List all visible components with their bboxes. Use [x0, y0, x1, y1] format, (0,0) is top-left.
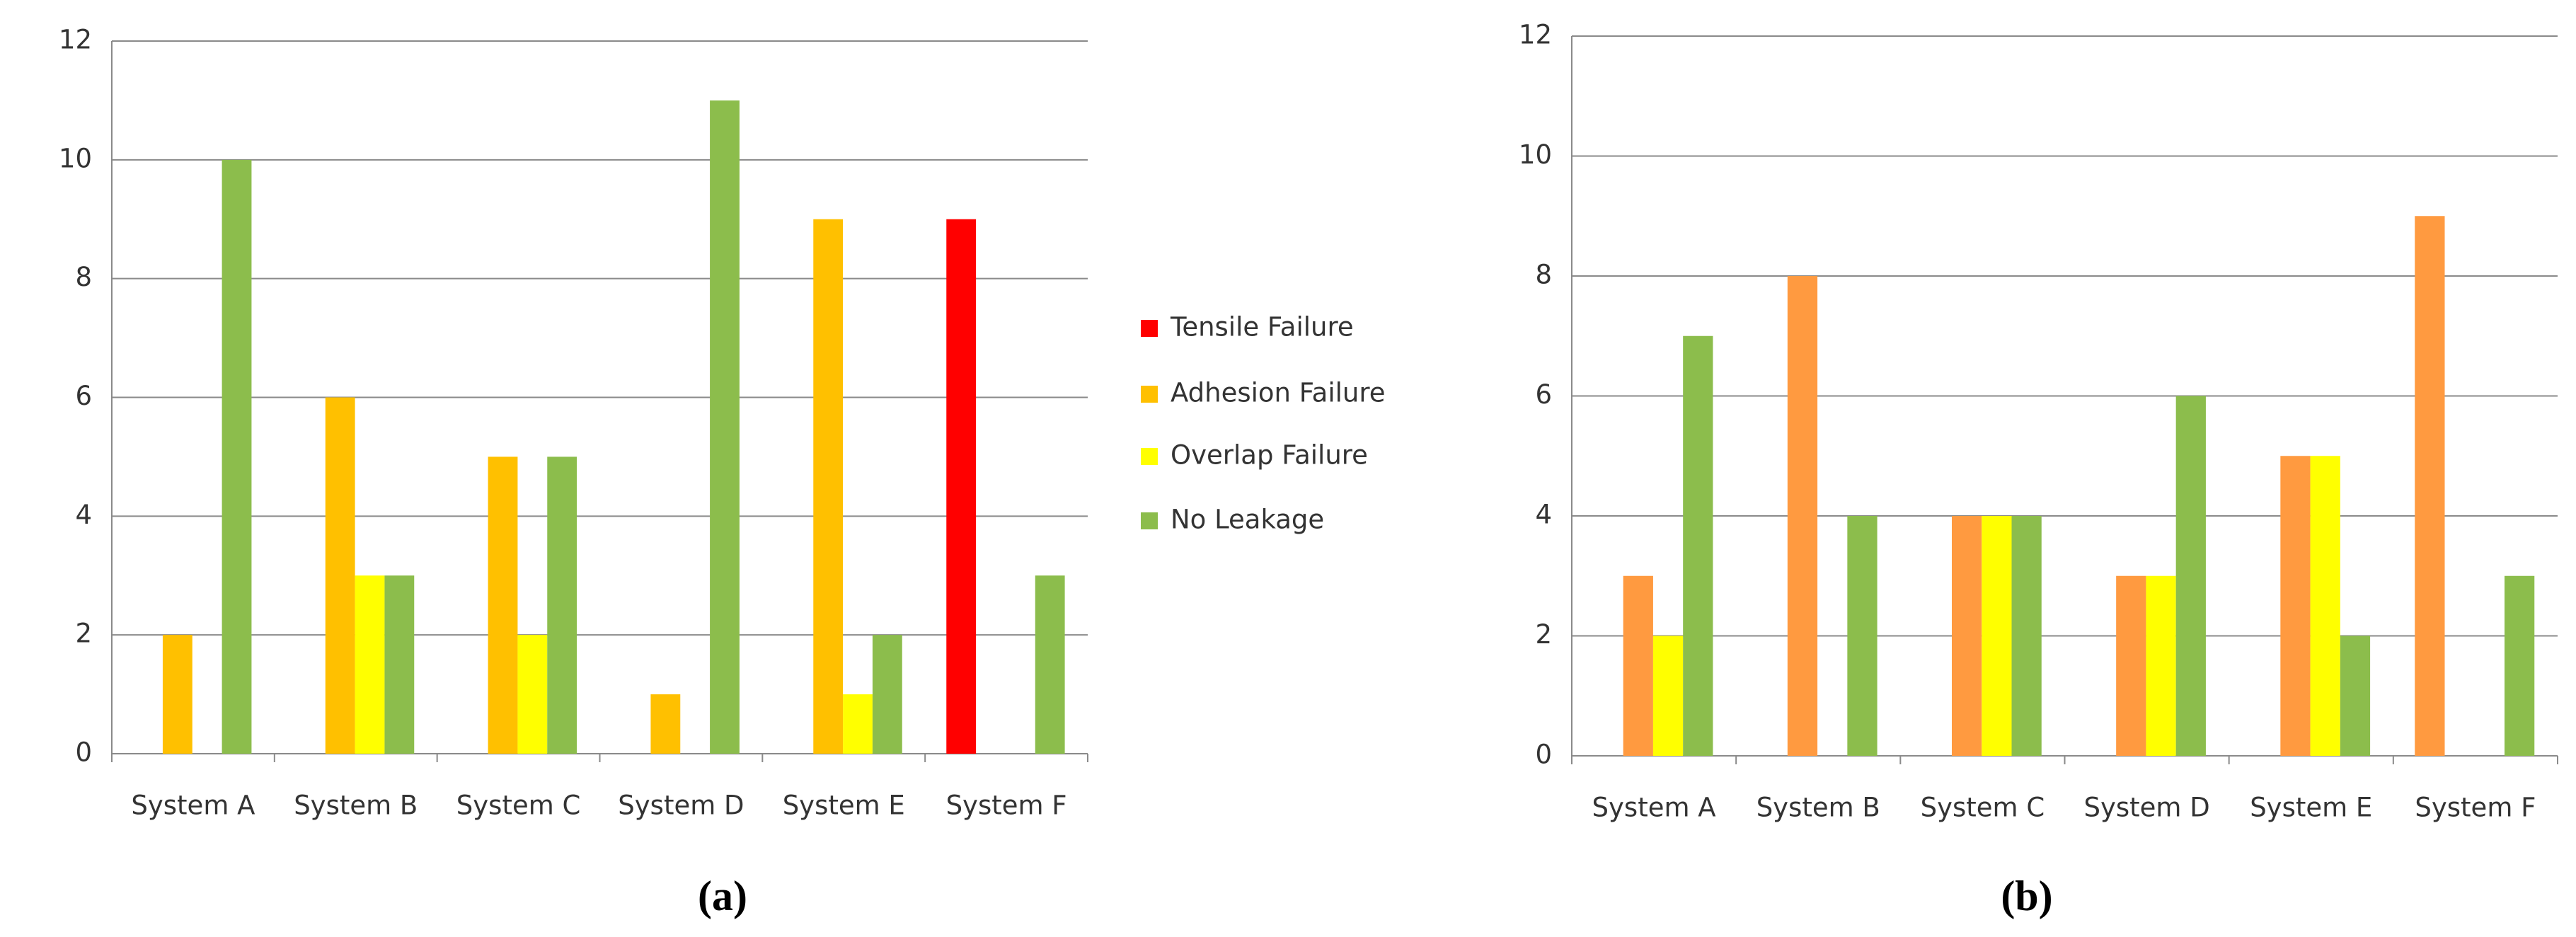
- bar: [517, 635, 548, 754]
- legend-label: Adhesion Failure: [1171, 378, 1386, 408]
- bar: [2280, 456, 2311, 756]
- bar: [2175, 396, 2206, 756]
- x-tick-label: System F: [946, 791, 1067, 821]
- bar: [2011, 516, 2042, 756]
- bar: [2415, 216, 2445, 756]
- bar: [325, 397, 355, 754]
- bar: [710, 100, 740, 754]
- bar: [162, 635, 192, 754]
- bar: [1683, 335, 1713, 756]
- bar: [1847, 516, 1878, 756]
- caption: (a): [698, 873, 747, 919]
- bar: [872, 635, 902, 754]
- y-tick-label: 12: [1519, 20, 1552, 50]
- bar: [1982, 516, 2012, 756]
- bar: [650, 694, 681, 754]
- y-tick-label: 0: [1535, 740, 1552, 770]
- y-tick-label: 6: [1535, 379, 1552, 410]
- bar: [547, 456, 577, 754]
- y-tick-label: 0: [75, 737, 92, 768]
- legend-swatch: [1141, 386, 1158, 403]
- bar: [1652, 636, 1684, 756]
- bar: [355, 575, 385, 754]
- x-tick-label: System C: [1921, 793, 2045, 823]
- bar: [2116, 575, 2146, 756]
- bar: [843, 694, 873, 754]
- bar: [1623, 575, 1653, 756]
- bar: [2340, 636, 2371, 756]
- y-tick-label: 8: [1535, 260, 1552, 290]
- bar: [946, 219, 977, 754]
- bar: [384, 575, 415, 754]
- x-tick-label: System E: [2250, 793, 2372, 823]
- y-tick-label: 2: [1535, 619, 1552, 650]
- x-tick-label: System C: [456, 791, 581, 821]
- legend-swatch: [1141, 320, 1158, 337]
- x-tick-label: System D: [2083, 793, 2209, 823]
- bar: [813, 219, 844, 754]
- bar: [1952, 516, 1982, 756]
- bar: [2310, 456, 2340, 756]
- x-tick-label: System A: [131, 791, 255, 821]
- bar: [1787, 276, 1818, 756]
- x-tick-label: System B: [294, 791, 418, 821]
- legend-swatch: [1141, 512, 1158, 529]
- y-tick-label: 8: [75, 262, 92, 292]
- y-tick-label: 6: [75, 381, 92, 411]
- x-tick-label: System F: [2415, 793, 2536, 823]
- y-tick-label: 4: [1535, 500, 1552, 530]
- x-tick-label: System A: [1592, 793, 1716, 823]
- bar: [222, 159, 252, 754]
- bar: [2505, 575, 2535, 756]
- bar: [1035, 575, 1065, 754]
- legend-label: No Leakage: [1171, 505, 1324, 535]
- bar: [488, 456, 518, 754]
- y-tick-label: 2: [75, 619, 92, 649]
- legend-label: Overlap Failure: [1171, 440, 1368, 471]
- x-tick-label: System B: [1756, 793, 1880, 823]
- y-tick-label: 10: [1519, 139, 1552, 170]
- x-tick-label: System D: [618, 791, 744, 821]
- y-tick-label: 4: [75, 500, 92, 530]
- legend-label: Tensile Failure: [1170, 312, 1354, 343]
- caption: (b): [2001, 873, 2052, 919]
- legend-swatch: [1141, 448, 1158, 465]
- y-tick-label: 10: [59, 143, 92, 173]
- bar: [2146, 575, 2176, 756]
- y-tick-label: 12: [59, 25, 92, 55]
- x-tick-label: System E: [783, 791, 905, 821]
